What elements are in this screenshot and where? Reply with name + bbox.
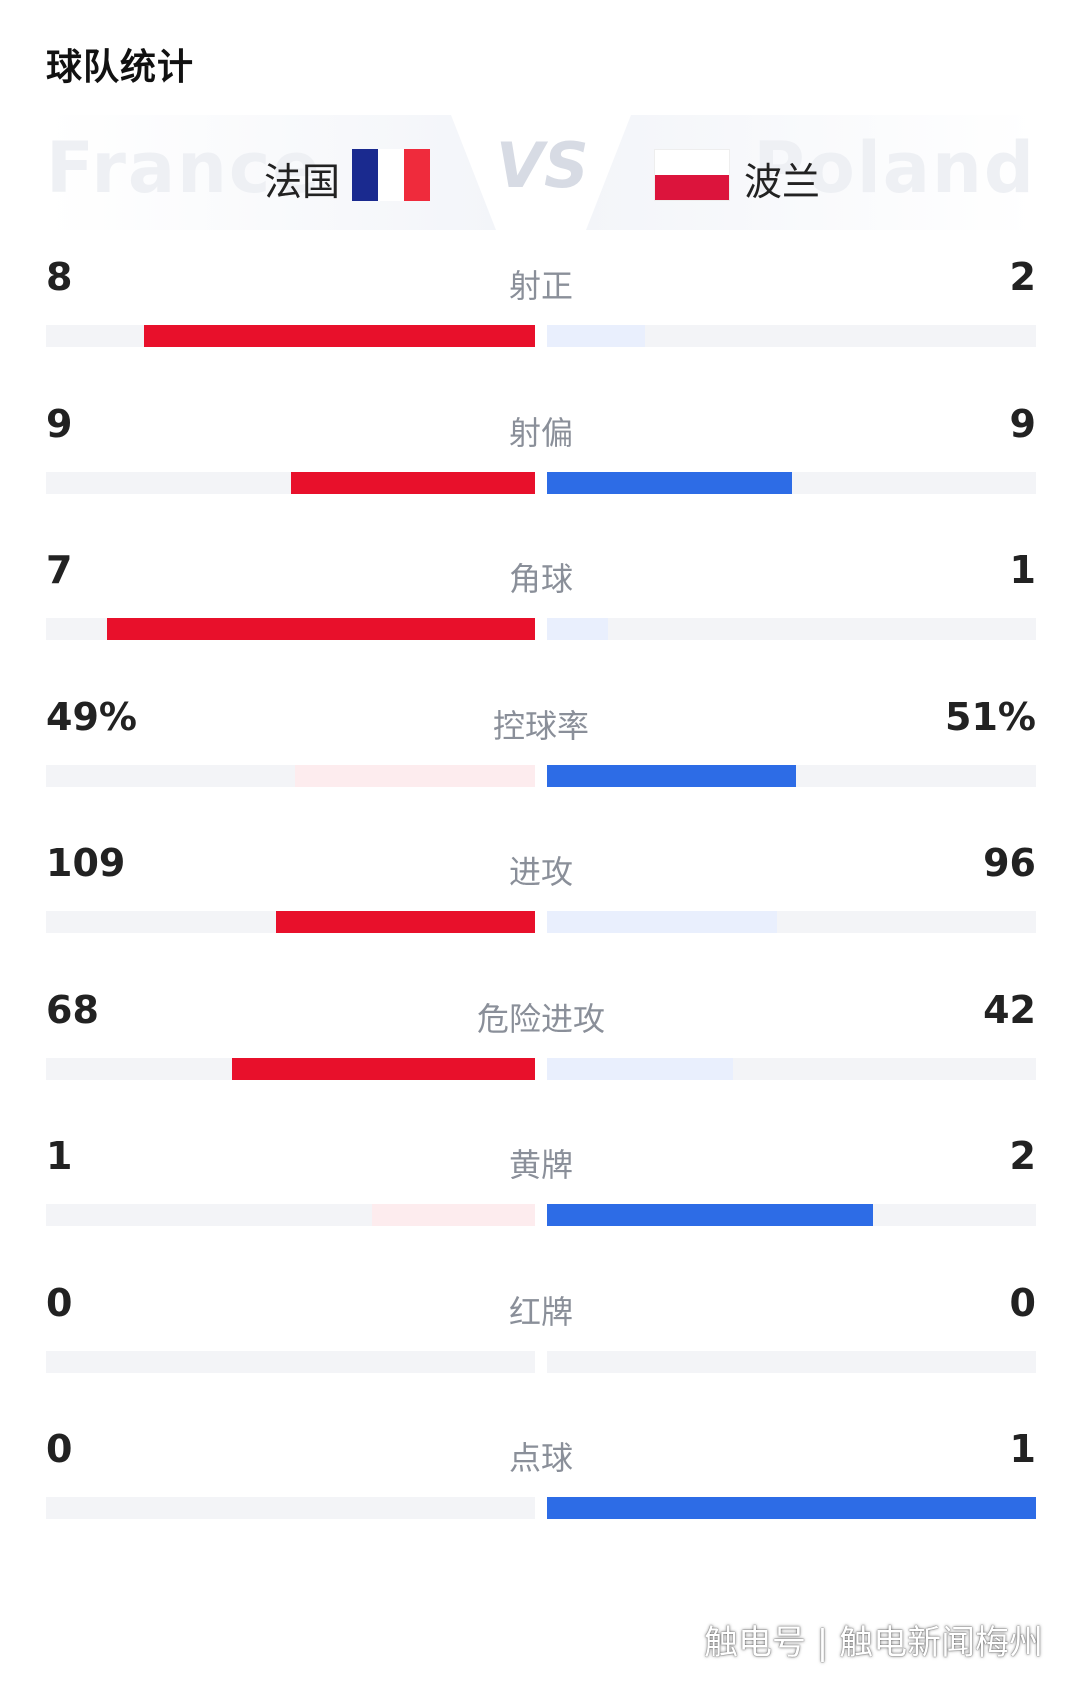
home-team-name: 法国 [264,160,341,204]
stat-label: 点球 [508,1439,573,1477]
home-stat-track [46,1204,535,1226]
away-stat-track [547,911,1036,933]
stat-label: 射偏 [508,413,573,452]
away-stat-bar [547,1497,1036,1519]
away-stat-track [547,1204,1036,1226]
away-stat-bar [547,1057,733,1080]
stat-label: 角球 [508,560,573,598]
stat-row: 0 红牌 0 [46,1281,1036,1381]
away-stat-bar [547,1204,874,1226]
home-stat-value: 49% [46,694,137,739]
home-stat-bar [275,911,535,933]
away-stat-track [547,764,1036,787]
home-stat-value: 9 [46,401,73,446]
away-stat-bar [547,325,645,347]
stat-row: 9 射偏 9 [46,402,1036,502]
page-title: 球队统计 [46,47,195,88]
home-stat-track [46,764,535,787]
home-stat-bar [295,764,535,787]
away-stat-value: 0 [1009,1280,1036,1325]
home-stat-value: 109 [46,841,126,885]
stat-label: 射正 [508,267,573,305]
home-stat-bar [143,325,535,347]
home-stat-track [46,1057,535,1080]
away-stat-track [547,325,1036,347]
home-stat-value: 68 [46,987,99,1032]
away-stat-bar [547,471,792,494]
stat-row: 68 危险进攻 42 [46,988,1036,1088]
stat-label: 危险进攻 [476,999,605,1038]
away-stat-value: 2 [1009,255,1036,299]
away-stat-value: 96 [983,841,1036,885]
home-stat-value: 0 [46,1280,73,1325]
away-stat-value: 51% [945,694,1036,739]
away-stat-bar [547,764,797,787]
home-stat-track [46,1497,535,1519]
away-stat-track [547,1497,1036,1519]
stat-row: 8 射正 2 [46,255,1036,355]
watermark: 触电号 | 触电新闻梅州 [704,1623,1044,1663]
away-stat-value: 1 [1009,1427,1036,1471]
away-stat-track [547,471,1036,494]
stat-label: 黄牌 [508,1146,573,1184]
vs-label: VS [496,129,589,202]
home-stat-track [46,911,535,933]
away-stat-bar [547,618,609,640]
stat-row: 109 进攻 96 [46,841,1036,941]
away-team-ghost-text: Poland [753,127,1036,209]
home-stat-track [46,471,535,494]
stat-row: 7 角球 1 [46,548,1036,648]
home-stat-track [46,1350,535,1373]
poland-flag-icon [654,149,730,201]
away-stat-track [547,1057,1036,1080]
home-stat-value: 8 [46,255,73,299]
stat-label: 控球率 [492,706,589,745]
home-stat-value: 0 [46,1427,73,1471]
away-stat-value: 42 [983,987,1036,1032]
stat-label: 红牌 [508,1292,573,1331]
away-stat-track [547,1350,1036,1373]
stat-row: 0 点球 1 [46,1427,1036,1527]
home-stat-bar [290,471,535,494]
match-header: France Poland 法国 VS 波兰 [46,115,1036,230]
away-stat-value: 9 [1009,401,1036,446]
home-team-ghost-text: France [46,127,322,209]
home-stat-bar [231,1057,535,1080]
away-stat-bar [547,911,777,933]
home-stat-bar [107,618,535,640]
stat-row: 1 黄牌 2 [46,1134,1036,1234]
home-stat-value: 1 [46,1134,73,1178]
away-stat-track [547,618,1036,640]
france-flag-icon [352,149,430,201]
stat-row: 49% 控球率 51% [46,695,1036,795]
away-stat-value: 2 [1009,1134,1036,1178]
home-stat-track [46,618,535,640]
home-stat-value: 7 [46,548,73,592]
away-stat-value: 1 [1009,548,1036,592]
home-stat-bar [372,1204,535,1226]
home-stat-track [46,325,535,347]
stat-label: 进攻 [508,853,573,891]
away-team-name: 波兰 [744,160,821,204]
